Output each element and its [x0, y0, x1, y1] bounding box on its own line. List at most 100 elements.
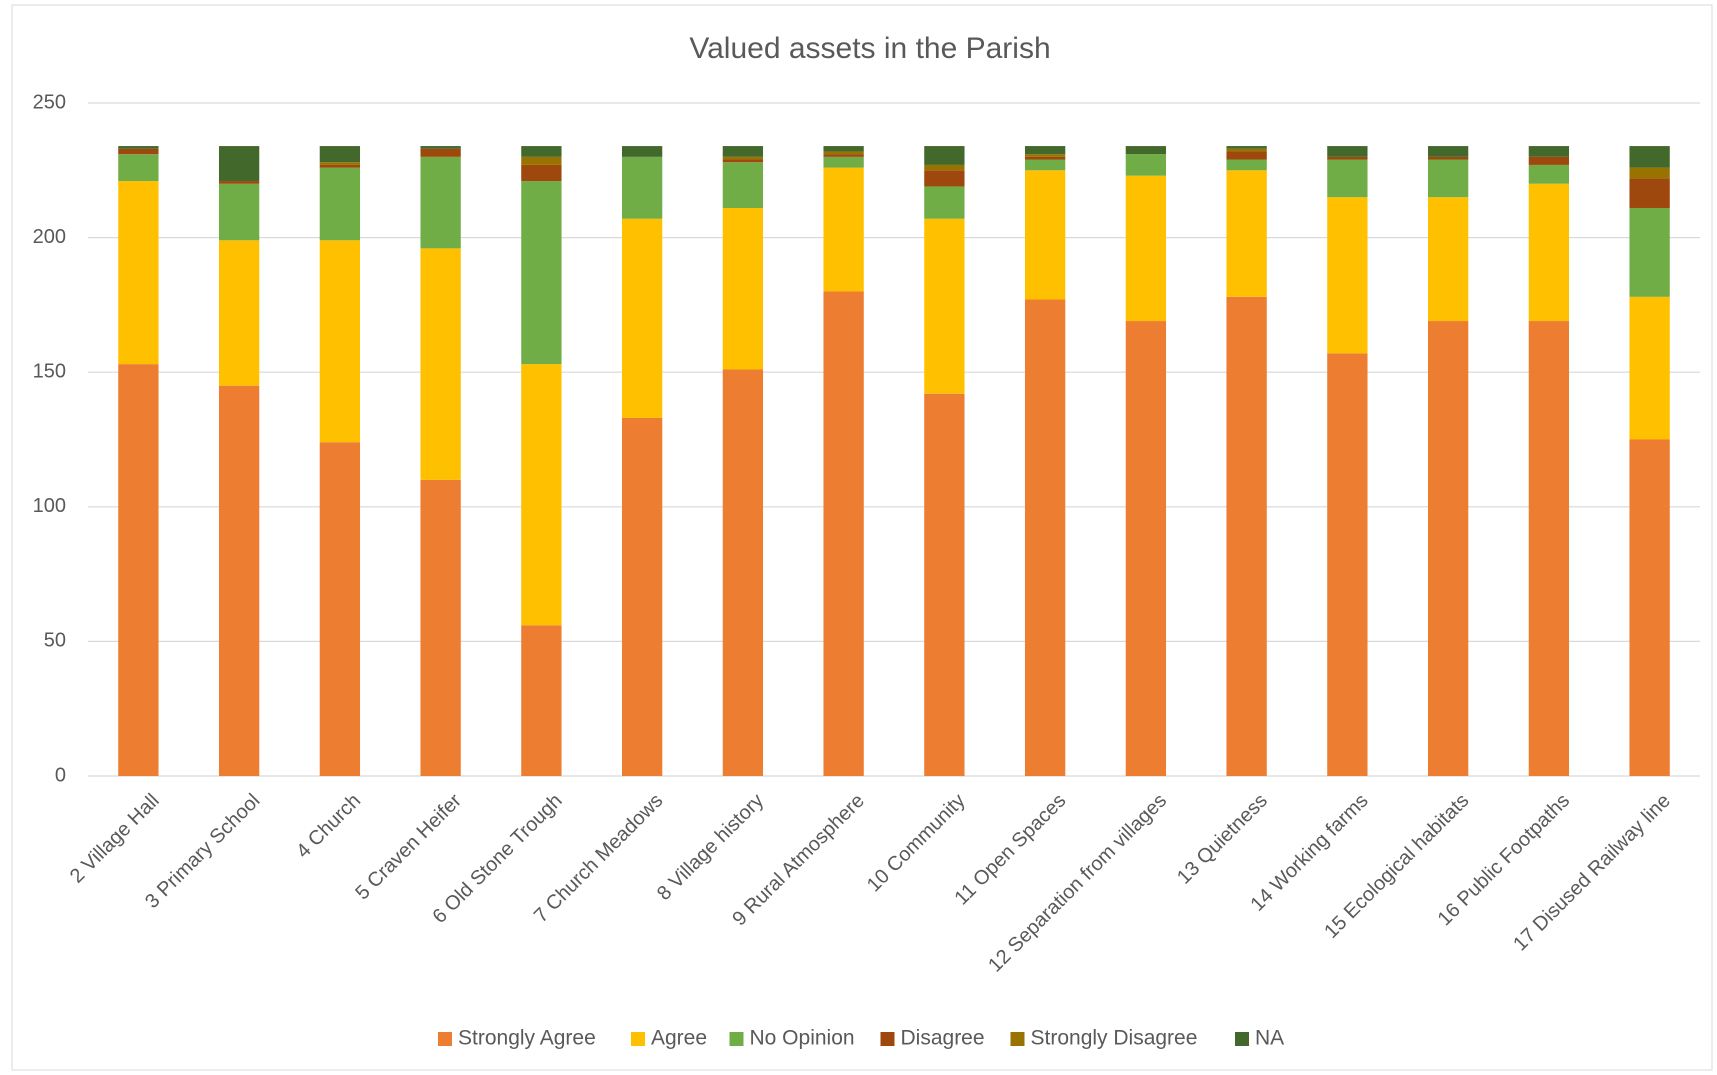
- legend-swatch: [1010, 1032, 1025, 1046]
- legend-label: Disagree: [901, 1027, 985, 1050]
- bar-segment: [722, 159, 764, 163]
- bar-segment: [1024, 154, 1066, 157]
- bar-segment: [118, 148, 159, 155]
- bar-segment: [722, 146, 764, 157]
- bar-segment: [823, 151, 864, 155]
- legend-swatch: [631, 1032, 645, 1046]
- bar-segment: [722, 162, 764, 208]
- bar-segment: [218, 385, 260, 776]
- legend-label: Agree: [651, 1027, 707, 1050]
- bar-segment: [924, 218, 965, 394]
- bar-segment: [1629, 146, 1670, 168]
- bar-segment: [1024, 170, 1066, 300]
- bar-segment: [1024, 146, 1066, 155]
- bar-segment: [118, 146, 159, 149]
- bar-segment: [1528, 321, 1570, 776]
- bar-segment: [521, 164, 562, 182]
- legend-swatch: [438, 1032, 452, 1046]
- bar-segment: [218, 146, 260, 182]
- bar-segment: [621, 417, 663, 776]
- bar-segment: [1226, 146, 1267, 149]
- bar-segment: [722, 207, 764, 370]
- bar-segment: [621, 218, 663, 418]
- bar-segment: [1427, 321, 1469, 776]
- bar-segment: [420, 148, 461, 157]
- legend-label: No Opinion: [750, 1027, 855, 1050]
- bar-segment: [521, 625, 562, 776]
- y-tick-label: 100: [33, 495, 66, 517]
- bar-segment: [1427, 146, 1469, 157]
- bar-segment: [118, 154, 159, 182]
- bar-segment: [1528, 183, 1570, 322]
- bar-segment: [319, 442, 361, 776]
- bar-segment: [1629, 207, 1670, 297]
- bar-segment: [1427, 197, 1469, 322]
- legend-label: Strongly Disagree: [1031, 1027, 1198, 1050]
- bar-segment: [319, 167, 361, 241]
- bar-segment: [319, 164, 361, 168]
- bar-segment: [1629, 178, 1670, 208]
- bar-segment: [1629, 439, 1670, 776]
- bar-segment: [1528, 146, 1570, 157]
- bar-segment: [722, 369, 764, 776]
- legend-swatch: [880, 1032, 895, 1046]
- bar-segment: [319, 146, 361, 163]
- bar-segment: [1226, 159, 1267, 171]
- bar-segment: [823, 154, 864, 157]
- y-tick-label: 150: [33, 360, 66, 382]
- bar-segment: [521, 146, 562, 157]
- bar-segment: [1226, 170, 1267, 297]
- chart-title: Valued assets in the Parish: [689, 32, 1050, 65]
- bar-segment: [823, 291, 864, 776]
- bar-segment: [319, 240, 361, 443]
- bar-segment: [1629, 167, 1670, 179]
- bar-segment: [1327, 146, 1368, 157]
- y-tick-label: 250: [33, 91, 66, 113]
- bar-segment: [924, 393, 965, 776]
- bar-segment: [823, 167, 864, 292]
- bar-segment: [521, 156, 562, 165]
- bar-segment: [1327, 156, 1368, 160]
- bar-segment: [1024, 159, 1066, 171]
- legend-swatch: [1235, 1032, 1249, 1046]
- bar-segment: [1427, 156, 1469, 160]
- bar-segment: [1024, 299, 1066, 776]
- bar-segment: [1024, 156, 1066, 160]
- bar-segment: [218, 183, 260, 241]
- bar-segment: [218, 240, 260, 386]
- y-tick-label: 50: [44, 630, 66, 652]
- bar-segment: [1226, 296, 1267, 776]
- bar-segment: [1125, 321, 1167, 776]
- bar-segment: [1327, 353, 1368, 776]
- legend-swatch: [729, 1032, 744, 1046]
- bar-segment: [823, 156, 864, 168]
- bar-segment: [621, 156, 663, 219]
- bar-segment: [924, 170, 965, 187]
- bar-segment: [420, 146, 461, 149]
- bar-segment: [420, 248, 461, 480]
- bar-segment: [420, 479, 461, 776]
- bar-segment: [924, 186, 965, 219]
- bar-segment: [1327, 197, 1368, 354]
- bar-segment: [1629, 296, 1670, 440]
- y-tick-label: 200: [33, 226, 66, 248]
- bar-segment: [924, 146, 965, 165]
- bar-segment: [1528, 156, 1570, 165]
- bar-segment: [1226, 148, 1267, 152]
- bar-segment: [722, 156, 764, 160]
- bar-segment: [118, 181, 159, 365]
- bar-segment: [319, 162, 361, 165]
- bar-segment: [1125, 146, 1167, 155]
- legend-label: NA: [1255, 1027, 1284, 1050]
- bar-segment: [621, 146, 663, 157]
- bar-segment: [1125, 175, 1167, 322]
- bar-segment: [521, 181, 562, 365]
- y-tick-label: 0: [55, 764, 66, 786]
- bar-segment: [924, 164, 965, 171]
- bar-segment: [521, 364, 562, 626]
- legend-label: Strongly Agree: [458, 1027, 596, 1050]
- bar-segment: [1528, 164, 1570, 184]
- bar-segment: [1327, 159, 1368, 198]
- bar-segment: [420, 156, 461, 249]
